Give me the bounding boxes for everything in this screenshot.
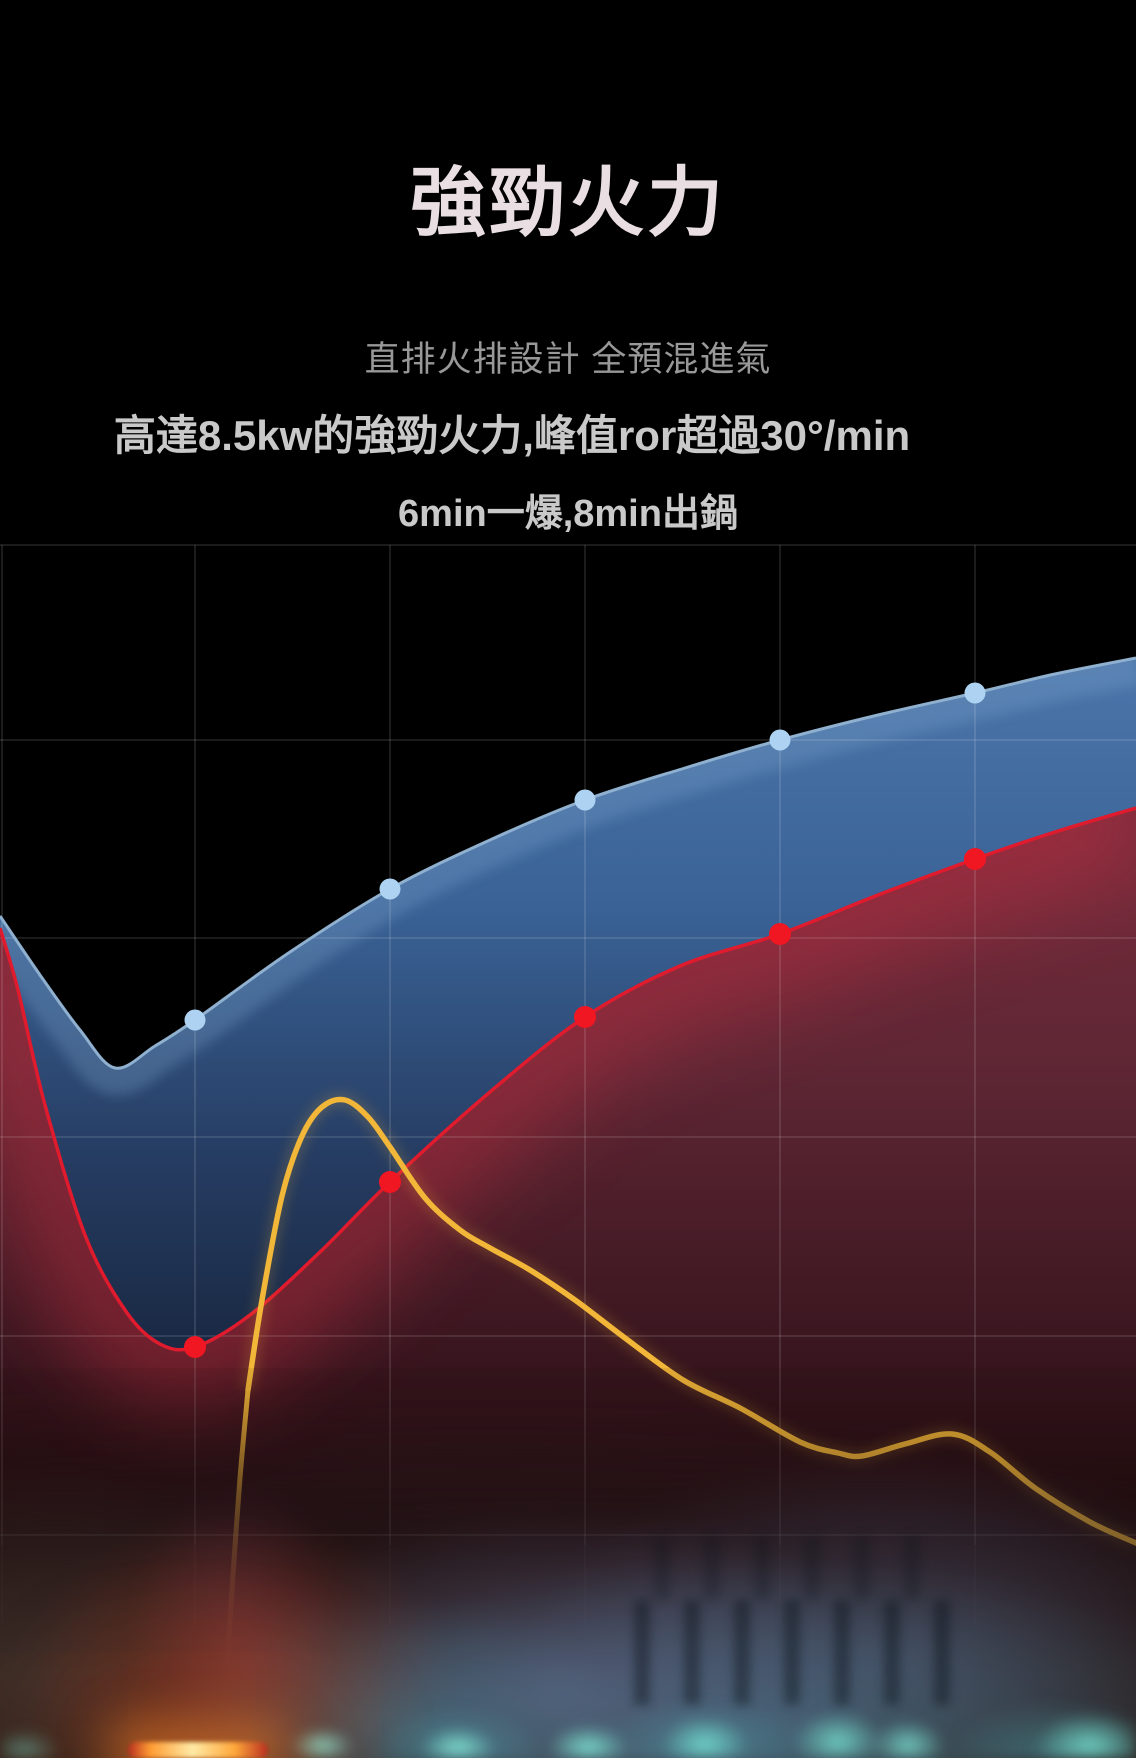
gas-flames [0,1368,1136,1758]
timing-line: 6min一爆,8min出鍋 [398,493,738,535]
data-point [964,848,986,870]
subtitle: 直排火排設計 全預混進氣 [364,340,772,379]
data-point [379,1171,401,1193]
data-point [184,1336,206,1358]
hot-glow-strip [128,1742,268,1758]
bean-temp-area-markers [184,682,986,1031]
env-temp-area-markers [184,848,986,1358]
data-point [574,1006,596,1028]
data-point [964,682,986,704]
product-photo-strip [0,1368,1136,1758]
spec-line: 高達8.5kw的強勁火力,峰值ror超過30°/min [113,412,911,459]
bean-temp-line [0,656,1136,1070]
data-point [574,789,596,811]
page-title: 強勁火力 [410,161,726,246]
data-point [769,923,791,945]
data-point [379,878,401,900]
data-point [769,729,791,751]
data-point [184,1009,206,1031]
